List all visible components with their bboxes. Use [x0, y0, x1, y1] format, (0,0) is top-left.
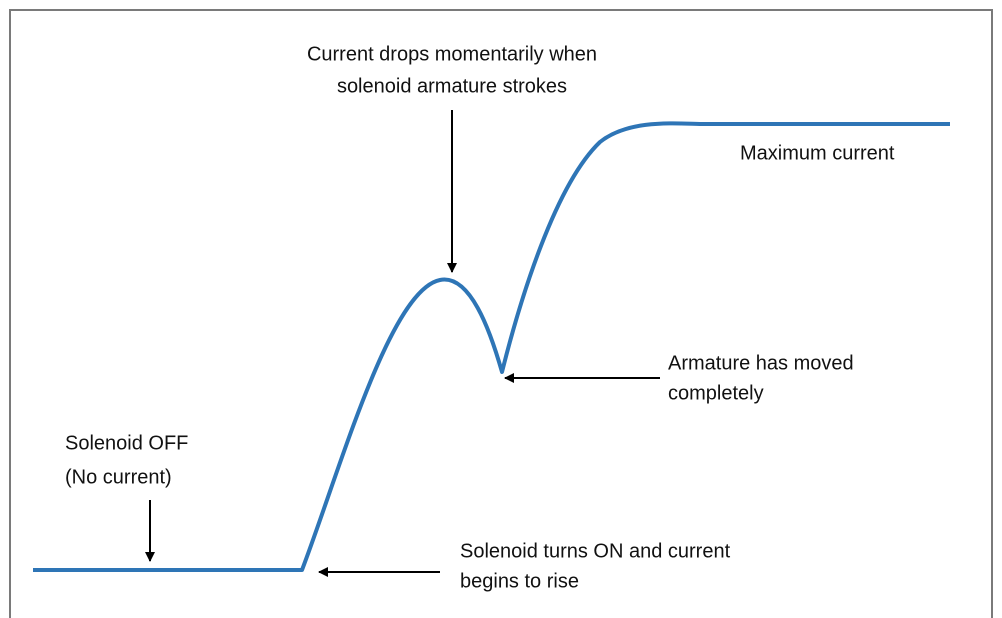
annotation: Armature has moved — [668, 352, 854, 374]
annotation: (No current) — [65, 466, 172, 488]
annotation: Maximum current — [740, 142, 895, 164]
frame — [9, 9, 993, 618]
annotation: solenoid armature strokes — [337, 75, 567, 97]
annotation: begins to rise — [460, 570, 579, 592]
annotation: Solenoid OFF — [65, 432, 188, 454]
annotation: completely — [668, 382, 764, 404]
annotation: Solenoid turns ON and current — [460, 540, 731, 562]
current-curve — [33, 121, 950, 572]
annotation: Current drops momentarily when — [307, 43, 597, 65]
